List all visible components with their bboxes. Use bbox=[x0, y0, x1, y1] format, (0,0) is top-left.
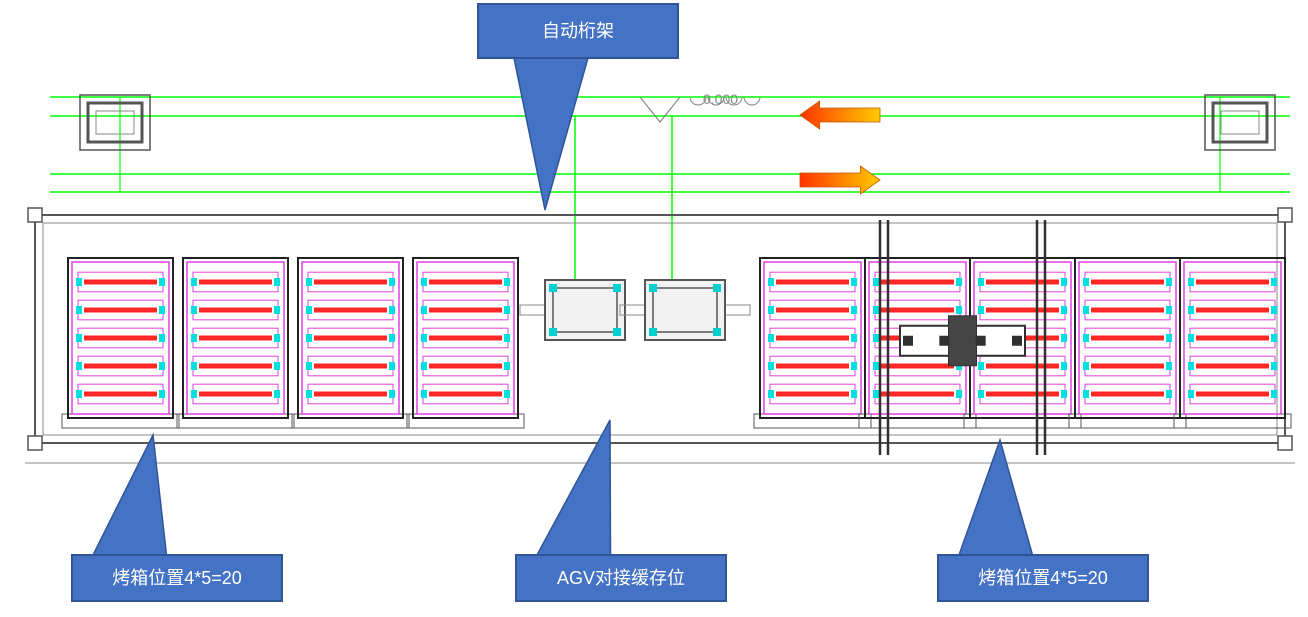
left-arrow-icon bbox=[800, 101, 880, 129]
callout: 烤箱位置4*5=20 bbox=[938, 440, 1148, 601]
callout: 烤箱位置4*5=20 bbox=[72, 435, 282, 601]
oven-rack bbox=[1069, 258, 1186, 428]
oven-rack bbox=[62, 258, 179, 428]
frame-corner-icon bbox=[28, 436, 42, 450]
frame-corner-icon bbox=[28, 208, 42, 222]
agv-station bbox=[520, 280, 650, 340]
callout-label: 烤箱位置4*5=20 bbox=[978, 568, 1108, 588]
oven-rack bbox=[292, 258, 409, 428]
frame-corner-icon bbox=[1278, 208, 1292, 222]
corner-equipment bbox=[1205, 95, 1275, 150]
callout: AGV对接缓存位 bbox=[516, 420, 726, 601]
oven-rack bbox=[1174, 258, 1291, 428]
scallop-icon bbox=[744, 97, 760, 105]
callout-label: 烤箱位置4*5=20 bbox=[112, 568, 242, 588]
gantry-machine bbox=[880, 220, 1045, 455]
dimension-text: 0.000 bbox=[703, 91, 738, 107]
right-arrow-icon bbox=[800, 166, 880, 194]
callout-label: 自动桁架 bbox=[542, 21, 614, 41]
agv-station bbox=[620, 280, 750, 340]
oven-rack bbox=[177, 258, 294, 428]
oven-rack bbox=[407, 258, 524, 428]
oven-rack bbox=[754, 258, 871, 428]
callout-label: AGV对接缓存位 bbox=[557, 568, 685, 588]
corner-equipment bbox=[80, 95, 150, 150]
frame-corner-icon bbox=[1278, 436, 1292, 450]
v-marker-icon bbox=[640, 97, 680, 122]
